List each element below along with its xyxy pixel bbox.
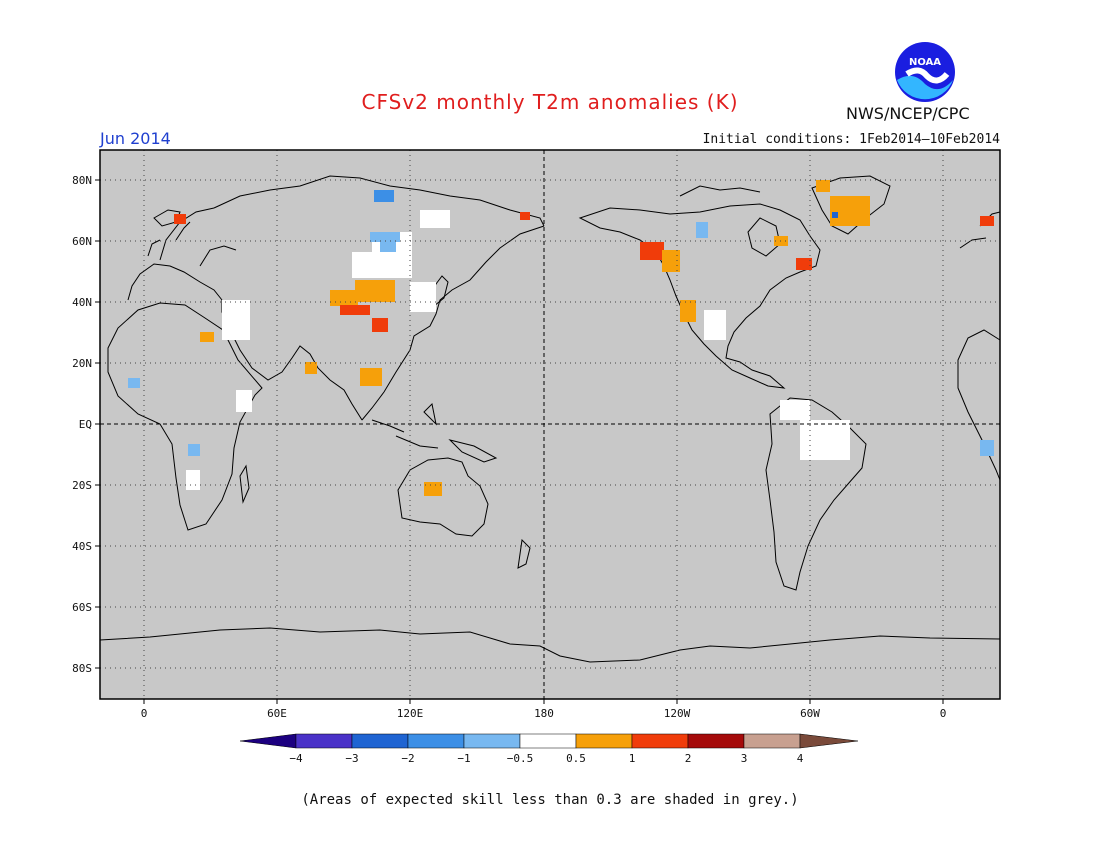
colorbar-label-8: 3 xyxy=(741,752,748,765)
noaa-logo: NOAA xyxy=(895,42,955,102)
lat-label-20n: 20N xyxy=(72,357,92,370)
agency-label: NWS/NCEP/CPC xyxy=(846,104,970,123)
colorbar-seg-2 xyxy=(351,733,409,749)
south-america-coast xyxy=(765,397,867,591)
cool-anomaly-patches xyxy=(128,190,994,456)
lon-label-0: 0 xyxy=(141,707,148,720)
initial-conditions: Initial conditions: 1Feb2014—10Feb2014 xyxy=(702,132,1000,147)
north-america-coast xyxy=(578,203,821,389)
indonesia-coast xyxy=(371,402,439,449)
new-zealand-coast xyxy=(517,538,531,569)
logo-text: NOAA xyxy=(909,57,941,68)
arctic-islands-coast xyxy=(679,185,761,197)
colorbar-seg-6 xyxy=(575,733,633,749)
colorbar-label-7: 2 xyxy=(685,752,692,765)
lat-label-80n: 80N xyxy=(72,174,92,187)
colorbar-seg-8 xyxy=(687,733,745,749)
forecast-month: Jun 2014 xyxy=(100,129,171,148)
colorbar-seg-0 xyxy=(239,733,297,749)
lon-label-120e: 120E xyxy=(397,707,424,720)
new-guinea-coast xyxy=(448,439,498,463)
colorbar-seg-1 xyxy=(295,733,353,749)
africa-west-edge-coast xyxy=(957,329,1001,481)
antarctica-coast xyxy=(99,627,1001,663)
colorbar-label-4: −0.5 xyxy=(507,752,534,765)
colorbar-seg-10 xyxy=(799,733,859,749)
lon-label-60w: 60W xyxy=(800,707,820,720)
colorbar-label-3: −1 xyxy=(457,752,470,765)
map-title: CFSv2 monthly T2m anomalies (K) xyxy=(361,90,739,114)
colorbar-seg-4 xyxy=(463,733,521,749)
africa-coast xyxy=(107,302,263,531)
footnote: (Areas of expected skill less than 0.3 a… xyxy=(301,792,799,808)
australia-coast xyxy=(397,457,489,537)
colorbar-seg-7 xyxy=(631,733,689,749)
warm-anomaly-patches xyxy=(174,180,994,496)
colorbar-label-9: 4 xyxy=(797,752,804,765)
hudson-bay-coast xyxy=(747,217,781,257)
colorbar-label-1: −3 xyxy=(345,752,358,765)
lon-label-60e: 60E xyxy=(267,707,287,720)
lat-label-80s: 80S xyxy=(72,662,92,675)
colorbar-label-2: −2 xyxy=(401,752,414,765)
greenland-coast xyxy=(811,175,891,235)
lon-label-0-east: 0 xyxy=(940,707,947,720)
lon-label-180: 180 xyxy=(534,707,554,720)
lat-lon-grid xyxy=(100,150,1000,699)
colorbar-label-0: −4 xyxy=(289,752,303,765)
lat-label-eq: EQ xyxy=(79,418,92,431)
colorbar-labels: −4 −3 −2 −1 −0.5 0.5 1 2 3 4 xyxy=(289,752,803,765)
colorbar-seg-3 xyxy=(407,733,465,749)
lat-label-40n: 40N xyxy=(72,296,92,309)
axis-ticks xyxy=(95,179,944,704)
colorbar-seg-9 xyxy=(743,733,801,749)
colorbar-seg-5 xyxy=(519,733,577,749)
lat-label-20s: 20S xyxy=(72,479,92,492)
colorbar-label-6: 1 xyxy=(629,752,636,765)
colorbar xyxy=(239,733,859,749)
madagascar-coast xyxy=(239,464,250,504)
lat-label-60n: 60N xyxy=(72,235,92,248)
neutral-anomaly-patches xyxy=(186,210,850,490)
colorbar-label-5: 0.5 xyxy=(566,752,586,765)
lat-label-60s: 60S xyxy=(72,601,92,614)
lat-label-40s: 40S xyxy=(72,540,92,553)
lon-label-120w: 120W xyxy=(664,707,691,720)
